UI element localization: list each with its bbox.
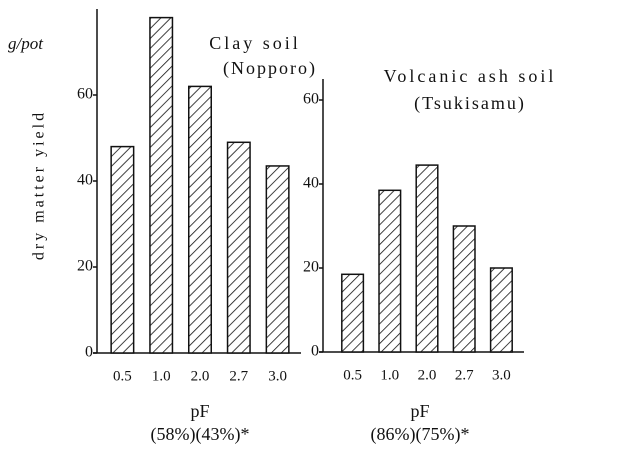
bar <box>265 165 290 354</box>
x-tick-label: 1.0 <box>152 368 171 384</box>
chart-subtitle: (Tsukisamu) <box>414 93 526 114</box>
x-tick-label: 3.0 <box>492 367 511 383</box>
x-tick-label: 0.5 <box>343 367 362 383</box>
bar <box>378 189 402 353</box>
y-tick-label: 60 <box>303 91 319 108</box>
x-axis-label: pF <box>190 401 209 421</box>
x-axis-label: pF <box>410 401 429 421</box>
x-tick-label: 3.0 <box>268 368 287 384</box>
y-tick-label: 40 <box>77 172 93 189</box>
bar <box>415 164 439 353</box>
x-tick-label: 2.7 <box>229 368 248 384</box>
y-tick-label: 60 <box>77 86 93 103</box>
x-tick-label: 2.0 <box>418 367 437 383</box>
chart-title: Clay soil <box>209 33 301 53</box>
y-tick-label: 0 <box>85 344 93 361</box>
chart-title: Volcanic ash soil <box>384 66 557 86</box>
bar <box>226 141 251 354</box>
x-tick-label: 2.7 <box>455 367 474 383</box>
y-axis-label: dry matter yield <box>31 110 48 260</box>
y-tick-label: 0 <box>311 343 319 360</box>
x-tick-label: 1.0 <box>380 367 399 383</box>
y-tick-label: 20 <box>77 258 93 275</box>
y-tick-label: 40 <box>303 175 319 192</box>
bar <box>187 85 213 354</box>
bar <box>110 145 135 354</box>
x-tick-label: 2.0 <box>191 368 210 384</box>
y-tick-label: 20 <box>303 259 319 276</box>
x-axis-note: (86%)(75%)* <box>371 424 470 445</box>
bar <box>489 267 513 353</box>
x-tick-label: 0.5 <box>113 368 132 384</box>
bar <box>341 273 365 353</box>
chart-subtitle: (Nopporo) <box>223 58 317 79</box>
x-axis-note: (58%)(43%)* <box>151 424 250 445</box>
bar <box>452 225 476 353</box>
y-unit: g/pot <box>8 34 44 53</box>
bar <box>149 16 174 354</box>
